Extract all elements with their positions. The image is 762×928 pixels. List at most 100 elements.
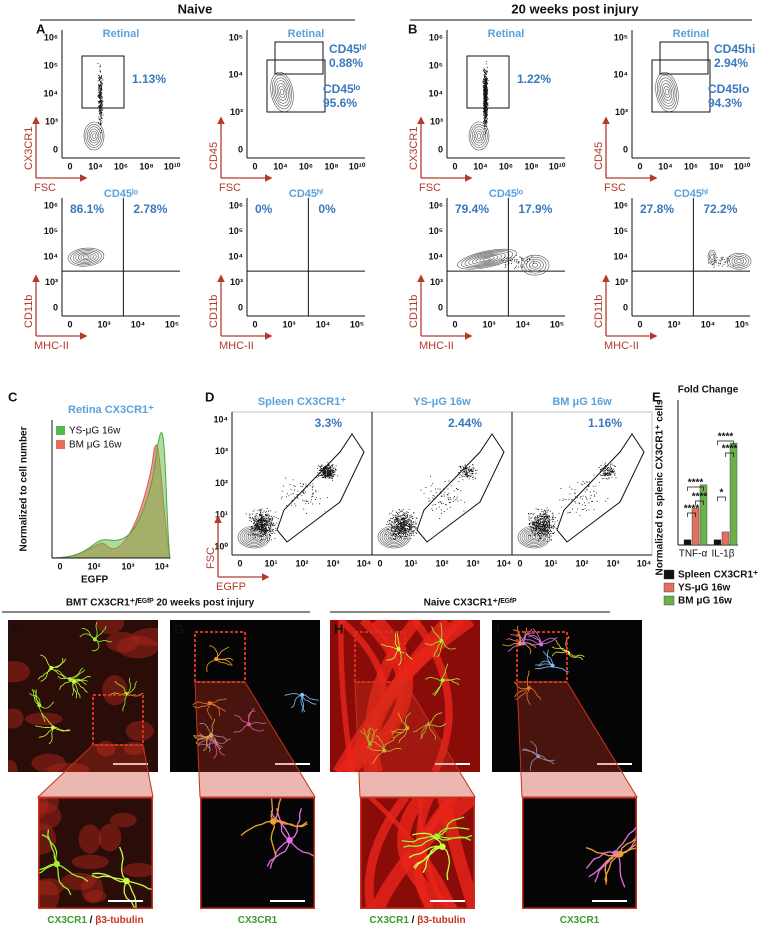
cell-process xyxy=(248,707,255,725)
cell-process xyxy=(32,689,40,706)
x-tick-label: 10¹⁰ xyxy=(349,161,366,171)
x-tick-label: 0 xyxy=(637,161,642,171)
cell-process xyxy=(125,677,131,695)
x-tick-label: 0 xyxy=(452,319,457,329)
quadrant-percent: 86.1% xyxy=(70,202,104,216)
cell-process xyxy=(408,845,443,859)
events xyxy=(420,475,466,519)
cell-process xyxy=(366,727,372,745)
cell-process xyxy=(38,727,54,738)
tissue xyxy=(109,812,137,828)
contour xyxy=(655,71,679,113)
y-axis-label: CX3CR1 xyxy=(23,127,35,170)
cell-body xyxy=(123,877,130,885)
cell-process xyxy=(615,853,626,888)
cell-process xyxy=(273,820,308,828)
caption: CX3CR1 / β3-tubulin xyxy=(47,915,143,926)
events xyxy=(559,474,609,516)
x-tick-label: 10¹⁰ xyxy=(164,161,181,171)
cell-process xyxy=(526,687,531,705)
cell-process xyxy=(213,741,218,759)
gate xyxy=(466,55,510,109)
cell-process xyxy=(91,874,127,882)
y-tick-label: 10³ xyxy=(230,277,243,287)
cell-process xyxy=(526,670,530,689)
cell-process xyxy=(92,872,127,883)
cell-process xyxy=(383,737,396,751)
cell-process xyxy=(546,649,553,666)
plot-title: CD45ʰⁱ xyxy=(289,187,323,200)
events xyxy=(245,508,279,543)
cell-process xyxy=(51,667,66,680)
contour xyxy=(389,533,399,541)
cell-process xyxy=(202,735,211,752)
y-tick-label: 10³ xyxy=(615,107,628,117)
events xyxy=(528,507,560,542)
micrograph xyxy=(38,797,153,909)
contour xyxy=(468,252,506,266)
y-tick-label: 10⁵ xyxy=(429,60,443,70)
contour xyxy=(270,71,294,113)
x-tick-label: TNF-α xyxy=(679,549,708,560)
gate-percent: 95.6% xyxy=(323,96,357,110)
y-tick-label: 10³ xyxy=(615,277,628,287)
x-tick-label: 0 xyxy=(377,558,382,568)
cell-process xyxy=(234,714,250,725)
contour xyxy=(276,83,288,101)
contour xyxy=(523,529,545,545)
x-tick-label: 0 xyxy=(252,319,257,329)
x-tick-label: 10² xyxy=(575,558,588,568)
section-header: BMT CX3CR1⁺/ᴱᴳᶠᴾ 20 weeks post injury xyxy=(66,598,255,609)
contour xyxy=(656,74,678,110)
plot-title: Retina CX3CR1⁺ xyxy=(68,404,154,416)
cell-process xyxy=(57,676,75,682)
cell-process xyxy=(542,650,553,666)
cell-process xyxy=(524,639,542,645)
significance-label: **** xyxy=(722,444,738,455)
contour xyxy=(83,121,105,151)
cell-process xyxy=(366,746,385,752)
x-axis-label: MHC-II xyxy=(604,340,639,352)
significance-label: **** xyxy=(718,432,734,443)
cell-process xyxy=(69,669,86,680)
cell-process xyxy=(207,703,213,720)
cell-process xyxy=(300,694,306,713)
cell-process xyxy=(429,723,446,727)
y-tick-label: 0 xyxy=(53,144,58,154)
contour xyxy=(239,527,269,547)
cell-process xyxy=(527,634,542,645)
cell-body xyxy=(396,647,401,652)
contour xyxy=(660,80,674,104)
contour xyxy=(736,259,742,264)
contour xyxy=(457,248,517,270)
panel-letter: I xyxy=(496,621,500,636)
y-tick-label: 10³ xyxy=(430,277,443,287)
bar xyxy=(713,539,722,546)
cell-process xyxy=(73,676,91,683)
contour xyxy=(468,121,490,151)
cell-process xyxy=(216,658,233,666)
cell-process xyxy=(273,820,308,828)
x-tick-label: 10³ xyxy=(282,319,295,329)
x-tick-label: 10⁵ xyxy=(550,319,564,329)
axon-bundle xyxy=(397,797,453,909)
x-tick-label: 10³ xyxy=(606,558,619,568)
y-axis-label: CD45 xyxy=(208,142,220,170)
cell-process xyxy=(620,841,637,855)
cell-process xyxy=(541,637,558,645)
zoom-connector xyxy=(194,681,316,798)
caption-part: / xyxy=(87,915,95,926)
cell-process xyxy=(48,727,54,745)
contour xyxy=(80,254,92,261)
zoom-connector xyxy=(516,681,638,798)
cell-body xyxy=(439,638,444,643)
events xyxy=(385,508,418,540)
contour xyxy=(70,249,102,266)
cell-process xyxy=(431,625,442,642)
gate xyxy=(274,41,324,75)
contour xyxy=(729,254,749,268)
contour xyxy=(709,252,715,263)
tissue xyxy=(8,760,18,772)
significance-bracket xyxy=(717,440,734,445)
cell-process xyxy=(422,846,443,874)
